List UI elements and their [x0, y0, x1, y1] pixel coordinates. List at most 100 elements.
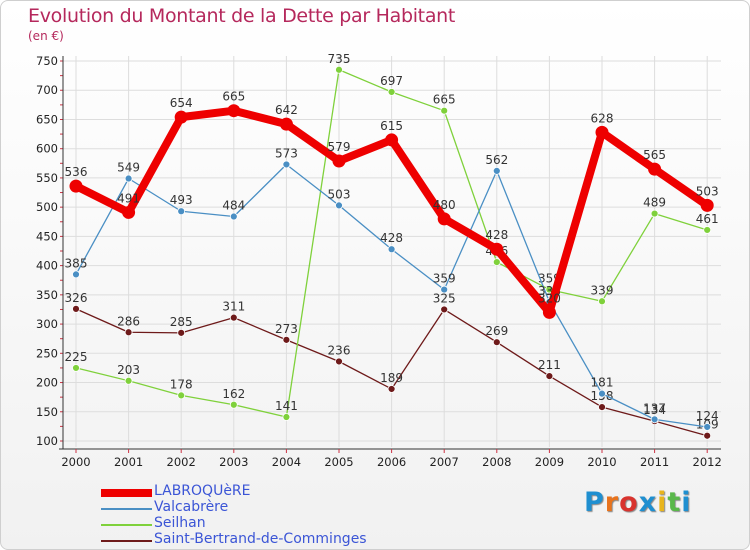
data-label: 359	[433, 272, 456, 286]
data-label: 428	[485, 228, 508, 242]
data-point-valcabr-re	[282, 160, 291, 169]
data-point-labroqu-re	[332, 154, 346, 168]
x-tick-label: 2002	[167, 455, 196, 469]
data-point-valcabr-re	[124, 174, 133, 183]
y-tick-label: 300	[36, 317, 58, 331]
data-point-saint-bertrand-de-comminges	[335, 357, 343, 366]
data-point-labroqu-re	[542, 305, 556, 319]
data-point-labroqu-re	[69, 179, 83, 193]
data-label: 124	[696, 409, 719, 423]
data-label: 203	[117, 363, 140, 377]
data-point-labroqu-re	[490, 242, 504, 256]
data-label: 225	[65, 350, 88, 364]
data-point-labroqu-re	[648, 162, 662, 176]
data-label: 134	[643, 403, 666, 417]
data-point-valcabr-re	[650, 415, 659, 424]
y-tick-label: 250	[36, 346, 58, 360]
y-tick-label: 200	[36, 376, 58, 390]
data-label: 236	[328, 343, 351, 357]
legend-label: Seilhan	[154, 515, 206, 531]
data-label: 642	[275, 103, 298, 117]
y-tick-label: 350	[36, 288, 58, 302]
legend-label: Saint-Bertrand-de-Comminges	[154, 531, 367, 547]
data-point-valcabr-re	[703, 423, 712, 431]
data-label: 484	[222, 199, 245, 213]
data-point-labroqu-re	[595, 125, 609, 139]
x-tick-label: 2012	[693, 455, 722, 469]
data-point-saint-bertrand-de-comminges	[598, 403, 606, 411]
data-point-saint-bertrand-de-comminges	[440, 305, 449, 314]
data-label: 162	[222, 387, 245, 401]
data-point-seilhan	[335, 65, 343, 74]
data-point-seilhan	[703, 226, 712, 234]
x-tick-label: 2011	[640, 455, 669, 469]
data-label: 503	[328, 187, 351, 201]
data-label: 273	[275, 322, 298, 336]
data-point-saint-bertrand-de-comminges	[282, 335, 291, 344]
data-label: 428	[380, 231, 403, 245]
data-point-labroqu-re	[437, 212, 451, 226]
y-tick-label: 150	[36, 405, 58, 419]
data-label: 615	[380, 119, 403, 133]
data-point-labroqu-re	[279, 117, 293, 131]
chart-unit: (en €)	[28, 29, 64, 43]
data-label: 461	[696, 212, 719, 226]
y-tick-label: 600	[36, 142, 58, 156]
legend-swatch	[101, 508, 152, 510]
data-point-labroqu-re	[174, 110, 188, 124]
data-label: 181	[591, 376, 614, 390]
data-label: 285	[170, 315, 193, 329]
y-tick-label: 550	[36, 171, 58, 185]
data-label: 480	[433, 198, 456, 212]
data-label: 326	[65, 291, 88, 305]
data-point-saint-bertrand-de-comminges	[177, 328, 186, 337]
data-point-saint-bertrand-de-comminges	[72, 304, 80, 313]
data-point-valcabr-re	[229, 212, 238, 221]
data-point-valcabr-re	[177, 207, 186, 216]
data-point-seilhan	[650, 209, 659, 218]
legend-label: LABROQUèRE	[154, 483, 251, 499]
data-point-seilhan	[177, 391, 186, 400]
data-label: 503	[696, 184, 719, 198]
data-label: 565	[643, 148, 666, 162]
x-tick-label: 2003	[219, 455, 248, 469]
data-label: 549	[117, 161, 140, 175]
data-point-saint-bertrand-de-comminges	[387, 385, 396, 393]
x-tick-label: 2007	[430, 455, 459, 469]
y-tick-label: 100	[36, 434, 58, 448]
y-tick-label: 650	[36, 112, 58, 126]
data-point-saint-bertrand-de-comminges	[229, 313, 238, 322]
data-label: 536	[65, 165, 88, 179]
chart-title: Evolution du Montant de la Dette par Hab…	[28, 5, 456, 27]
legend-swatch	[101, 540, 152, 542]
data-label: 697	[380, 74, 403, 88]
data-label: 665	[433, 93, 456, 107]
data-label: 269	[485, 324, 508, 338]
data-label: 385	[65, 256, 88, 270]
x-tick-label: 2000	[61, 455, 90, 469]
data-label: 325	[433, 291, 456, 305]
data-label: 141	[275, 399, 298, 413]
data-point-saint-bertrand-de-comminges	[703, 431, 712, 440]
y-tick-label: 400	[36, 259, 58, 273]
data-point-valcabr-re	[387, 245, 396, 254]
legend-label: Valcabrère	[154, 499, 229, 515]
data-point-valcabr-re	[598, 389, 606, 398]
x-tick-label: 2010	[587, 455, 616, 469]
data-point-seilhan	[229, 400, 238, 409]
legend-swatch	[101, 524, 152, 526]
x-tick-label: 2006	[377, 455, 406, 469]
y-tick-label: 700	[36, 83, 58, 97]
data-point-seilhan	[492, 258, 501, 267]
data-label: 339	[591, 283, 614, 297]
data-label: 137	[643, 401, 666, 415]
data-point-valcabr-re	[492, 167, 501, 175]
data-point-labroqu-re	[227, 104, 241, 118]
data-label: 489	[643, 196, 666, 210]
brand-logo: Proxiti	[584, 487, 692, 518]
data-label: 320	[538, 291, 561, 305]
data-label: 579	[328, 140, 351, 154]
data-point-labroqu-re	[122, 205, 136, 219]
